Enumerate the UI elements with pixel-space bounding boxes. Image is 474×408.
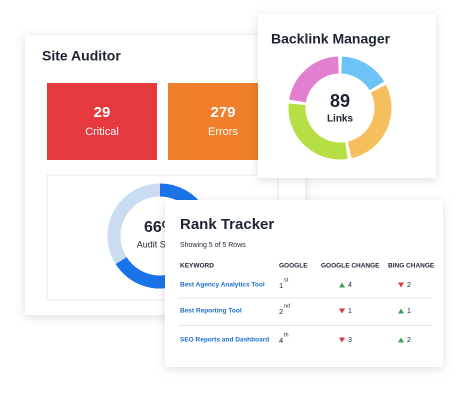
change-value: 1 (407, 308, 411, 315)
total-caption: Links (327, 114, 354, 125)
card-title: Site Auditor (42, 48, 121, 64)
card-title: Backlink Manager (271, 31, 391, 47)
rank: 1 (279, 281, 283, 290)
stat-value: 29 (94, 104, 111, 121)
donut-segment (340, 56, 385, 91)
change-value: 3 (348, 337, 352, 344)
subtitle: Showing 5 of 5 Rows (180, 242, 246, 249)
total-value: 89 (330, 91, 350, 111)
change-value: 4 (348, 282, 352, 289)
rank-suffix: nd (284, 303, 290, 309)
stat-box (47, 83, 157, 160)
change-value: 1 (348, 308, 352, 315)
change-value: 2 (407, 337, 411, 344)
keyword-link[interactable]: Best Reporting Tool (180, 308, 242, 315)
backlink-card: Backlink Manager 89 Links (258, 14, 436, 178)
score-caption: Audit Score (137, 239, 184, 249)
change-arrow (398, 308, 404, 314)
donut-segment (288, 103, 348, 160)
change-arrow (339, 282, 345, 288)
rank-tracker-card: Rank Tracker Showing 5 of 5 Rows KEYWORD… (165, 200, 443, 367)
rank-suffix: th (284, 332, 289, 338)
change-arrow (398, 282, 404, 288)
card-bg (258, 14, 436, 178)
rank-suffix: st (284, 277, 289, 283)
column-header: BING CHANGE (388, 263, 435, 270)
keyword-link[interactable]: SEO Reports and Dashboard (180, 337, 269, 344)
column-header: GOOGLE (279, 263, 308, 270)
donut-segment (289, 56, 340, 103)
stat-value: 279 (210, 104, 235, 121)
rank: 4 (279, 336, 283, 345)
keyword-link[interactable]: Best Agency Analytics Tool (180, 282, 265, 289)
change-arrow (339, 337, 345, 343)
column-header: GOOGLE CHANGE (321, 263, 380, 270)
change-value: 2 (407, 282, 411, 289)
stat-label: Errors (208, 126, 238, 138)
card-bg (165, 200, 443, 367)
column-header: KEYWORD (180, 263, 214, 270)
stat-label: Critical (85, 126, 119, 138)
rank: 2 (279, 307, 283, 316)
donut-segment (347, 84, 392, 159)
card-title: Rank Tracker (180, 216, 274, 233)
change-arrow (339, 308, 345, 314)
change-arrow (398, 337, 404, 343)
